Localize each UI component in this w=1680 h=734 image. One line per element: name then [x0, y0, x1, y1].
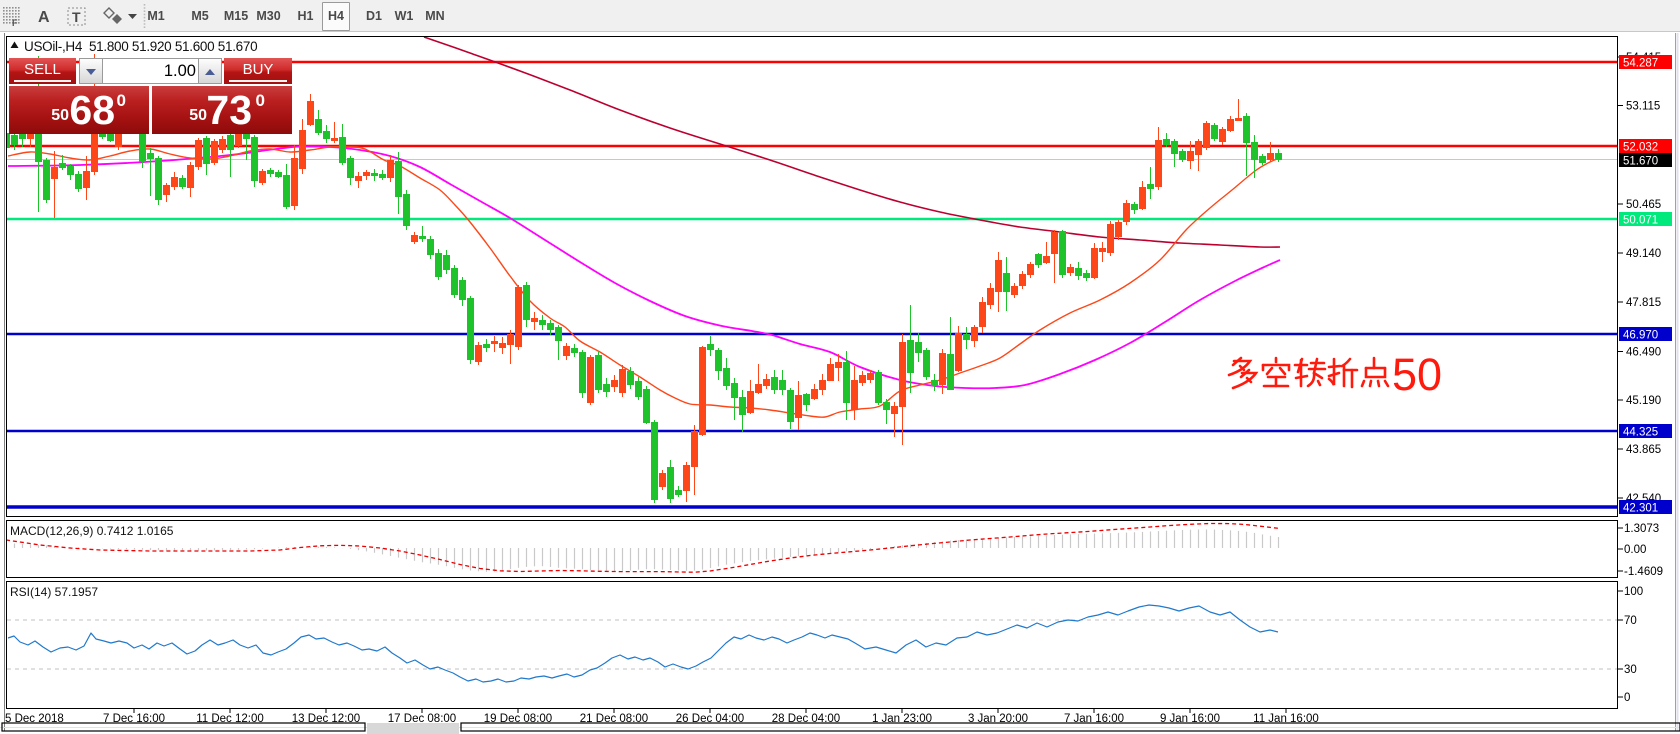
svg-text:MACD(12,26,9) 0.7412 1.0165: MACD(12,26,9) 0.7412 1.0165 [10, 524, 174, 538]
svg-text:46.490: 46.490 [1626, 347, 1661, 359]
svg-text:47.815: 47.815 [1626, 297, 1661, 309]
svg-text:9 Jan 16:00: 9 Jan 16:00 [1160, 713, 1220, 725]
svg-text:50.071: 50.071 [1623, 215, 1658, 227]
svg-text:30: 30 [1624, 664, 1637, 676]
svg-text:F: F [12, 18, 18, 28]
svg-text:53.115: 53.115 [1626, 101, 1660, 113]
svg-text:A: A [38, 9, 50, 26]
svg-text:11 Jan 16:00: 11 Jan 16:00 [1253, 713, 1319, 725]
svg-text:0: 0 [1624, 692, 1630, 704]
svg-text:13 Dec 12:00: 13 Dec 12:00 [292, 713, 360, 725]
svg-text:44.325: 44.325 [1623, 427, 1658, 439]
svg-text:11 Dec 12:00: 11 Dec 12:00 [196, 713, 264, 725]
svg-text:54.287: 54.287 [1623, 58, 1658, 70]
svg-text:17 Dec 08:00: 17 Dec 08:00 [388, 713, 456, 725]
svg-text:43.865: 43.865 [1626, 444, 1661, 456]
svg-text:49.140: 49.140 [1626, 248, 1661, 260]
svg-text:45.190: 45.190 [1626, 395, 1661, 407]
svg-text:7 Jan 16:00: 7 Jan 16:00 [1064, 713, 1124, 725]
svg-text:50.465: 50.465 [1626, 199, 1661, 211]
svg-text:42.301: 42.301 [1623, 503, 1658, 515]
svg-text:52.032: 52.032 [1623, 142, 1658, 154]
svg-text:1.3073: 1.3073 [1624, 523, 1659, 535]
svg-text:100: 100 [1624, 586, 1643, 598]
svg-text:T: T [72, 9, 81, 25]
svg-text:21 Dec 08:00: 21 Dec 08:00 [580, 713, 648, 725]
svg-text:50: 50 [1392, 349, 1442, 400]
svg-text:7 Dec 16:00: 7 Dec 16:00 [103, 713, 165, 725]
svg-text:3 Jan 20:00: 3 Jan 20:00 [968, 713, 1028, 725]
svg-text:1 Jan 23:00: 1 Jan 23:00 [872, 713, 932, 725]
svg-text:26 Dec 04:00: 26 Dec 04:00 [676, 713, 744, 725]
svg-text:-1.4609: -1.4609 [1624, 566, 1663, 578]
svg-text:46.970: 46.970 [1623, 330, 1658, 342]
svg-text:70: 70 [1624, 615, 1637, 627]
svg-text:USOil-,H4 51.800 51.920 51.60: USOil-,H4 51.800 51.920 51.600 51.670 [24, 39, 257, 54]
svg-text:19 Dec 08:00: 19 Dec 08:00 [484, 713, 552, 725]
svg-text:RSI(14) 57.1957: RSI(14) 57.1957 [10, 585, 98, 599]
svg-text:5 Dec 2018: 5 Dec 2018 [5, 713, 64, 725]
svg-text:0.00: 0.00 [1624, 544, 1646, 556]
svg-text:51.670: 51.670 [1623, 156, 1658, 168]
svg-text:28 Dec 04:00: 28 Dec 04:00 [772, 713, 840, 725]
